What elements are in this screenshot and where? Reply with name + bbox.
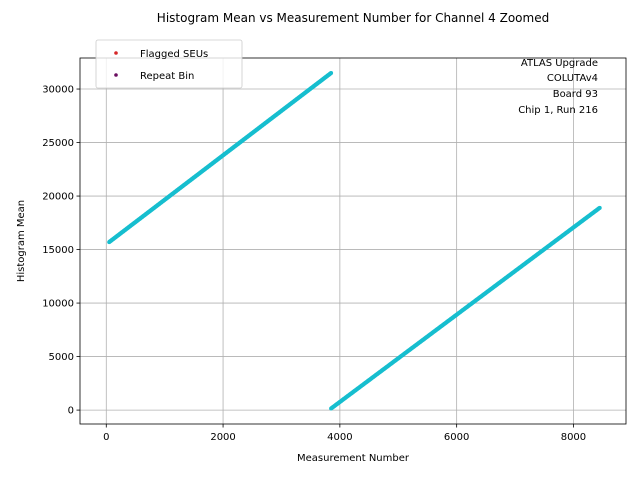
x-tick-label: 0 [103,432,109,443]
chart-title: Histogram Mean vs Measurement Number for… [157,11,549,25]
y-tick-label: 15000 [42,245,74,256]
y-tick-label: 10000 [42,299,74,310]
y-axis-label: Histogram Mean [16,200,27,282]
axis-ticks: 0 2000 4000 6000 8000 0 5000 10000 15000 20000 250… [42,85,586,443]
legend-label-flagged-seus: Flagged SEUs [140,49,208,60]
annotation-line-4: Chip 1, Run 216 [518,105,598,116]
plot-frame [79,57,627,425]
annotation-line-2: COLUTAv4 [547,73,598,84]
annotation-line-1: ATLAS Upgrade [521,58,598,69]
x-tick-label: 8000 [561,432,586,443]
annotation-line-3: Board 93 [553,89,598,100]
legend: Flagged SEUs Repeat Bin [95,39,243,89]
legend-marker-flagged-seus [114,51,118,55]
y-tick-label: 0 [68,406,74,417]
data-point [329,70,334,75]
y-tick-label: 30000 [42,85,74,96]
legend-label-repeat-bin: Repeat Bin [140,71,194,82]
annotation-block: ATLAS Upgrade COLUTAv4 Board 93 Chip 1, … [518,58,598,116]
y-tick-label: 5000 [49,352,74,363]
x-tick-label: 6000 [444,432,469,443]
data-point [597,205,602,210]
x-tick-label: 4000 [327,432,352,443]
y-tick-label: 25000 [42,138,74,149]
data-points [107,70,602,411]
legend-box [95,39,243,89]
y-tick-label: 20000 [42,192,74,203]
x-axis-label: Measurement Number [297,453,410,464]
x-tick-label: 2000 [210,432,235,443]
grid [80,58,626,424]
legend-marker-repeat-bin [114,73,118,77]
